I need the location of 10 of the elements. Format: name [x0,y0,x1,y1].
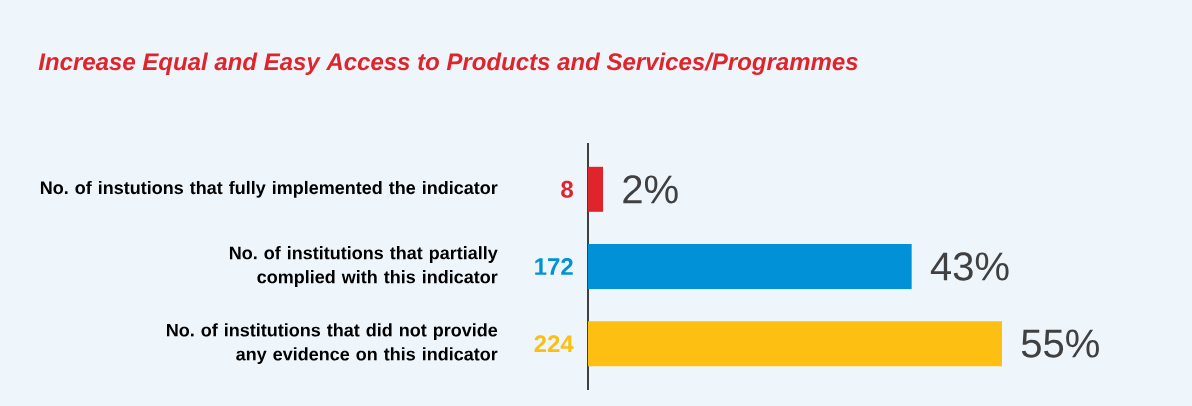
data-label: 43% [930,252,1009,281]
data-label: 2% [623,175,678,204]
y-tick-label: No. of institutions that partially complied with this indicator [229,246,498,287]
y-tick-label: No. of instutions that fully implemented the indicator [40,180,498,198]
text: 224 [534,335,574,353]
data-label: 55% [1021,329,1099,358]
text: 172 [535,258,573,275]
chart-title: Increase Equal and Easy Access to Products and Services/Programmes [38,52,858,75]
text: 8 [561,180,573,198]
y-tick-label: No. of institutions that did not provide any evidence on this indicator [167,323,498,365]
